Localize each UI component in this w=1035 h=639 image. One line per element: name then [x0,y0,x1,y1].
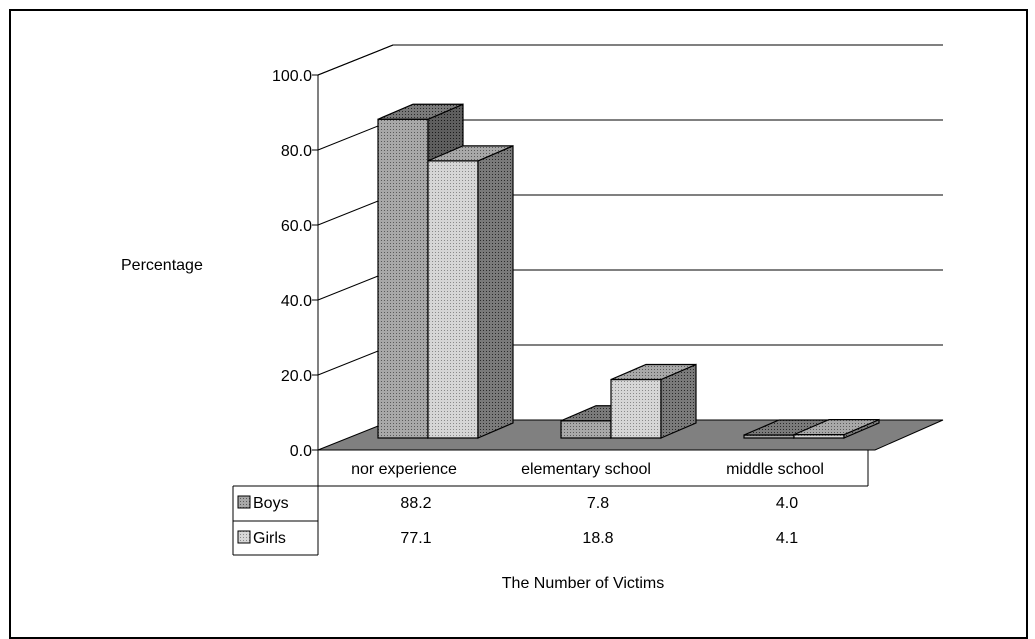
bar-front [560,420,612,439]
bar-top [377,103,464,120]
bar-girls-1 [427,144,514,439]
category-label: nor experience [351,461,457,478]
y-tick-label: 60.0 [281,218,312,235]
bar-girls-2 [610,363,697,439]
bar-side [477,144,514,439]
legend-label-girls: Girls [253,530,286,547]
y-tick-label: 40.0 [281,293,312,310]
bar-top [610,363,697,381]
bar-front [427,160,479,439]
y-tick-label: 0.0 [290,443,312,460]
bar-chart-3d: 0.0 20.0 40.0 60.0 80.0 100.0 Percentage… [121,44,944,592]
y-tick-label: 20.0 [281,368,312,385]
category-label: middle school [726,461,824,478]
x-axis-label: The Number of Victims [502,575,664,592]
data-table-grid [232,450,869,556]
bar-top [427,145,514,162]
y-axis-label: Percentage [121,257,203,274]
data-label: 88.2 [400,495,431,512]
y-tick-label: 80.0 [281,143,312,160]
bars [377,103,880,439]
legend-key-boys [237,495,251,509]
bar-girls-3 [793,418,880,439]
data-label: 4.0 [776,495,798,512]
legend-label-boys: Boys [253,495,289,512]
bar-front [377,118,429,439]
chart-frame [9,9,1028,639]
data-label: 18.8 [582,530,613,547]
data-label: 4.1 [776,530,798,547]
legend-key-girls [237,530,251,544]
y-axis: 0.0 20.0 40.0 60.0 80.0 100.0 [272,68,312,460]
data-label: 7.8 [587,495,609,512]
category-label: elementary school [521,461,651,478]
bar-top [793,419,880,436]
data-label: 77.1 [400,530,431,547]
bar-front [610,378,662,439]
data-table: nor experience elementary school middle … [232,450,869,556]
y-tick-label: 100.0 [272,68,312,85]
